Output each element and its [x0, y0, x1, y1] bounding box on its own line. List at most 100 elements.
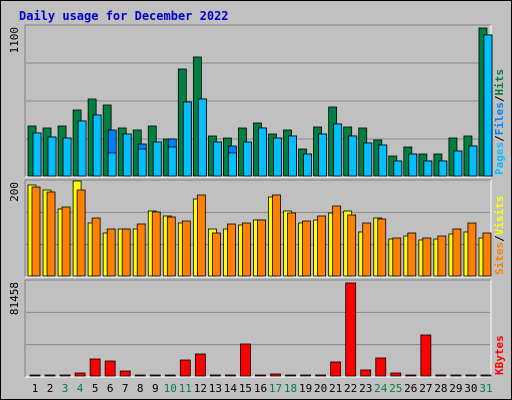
bar-kbytes-day-2	[44, 374, 56, 377]
bar-kbytes-day-13	[209, 374, 221, 377]
bar-sites-day-6	[106, 228, 116, 277]
bar-kbytes-day-9	[149, 374, 161, 377]
bar-kbytes-day-15	[240, 343, 251, 377]
x-axis-day-label: 31	[479, 382, 492, 395]
bar-kbytes-day-21	[330, 361, 342, 377]
x-axis-day-label: 21	[329, 382, 342, 395]
bar-sites-day-20	[317, 215, 327, 277]
x-axis-day-label: 11	[179, 382, 192, 395]
x-axis-day-label: 29	[449, 382, 462, 395]
bar-pages-day-11	[182, 101, 192, 177]
x-axis-day-label: 18	[284, 382, 297, 395]
bar-sites-day-31	[482, 232, 492, 277]
bar-kbytes-day-22	[345, 282, 357, 377]
y-axis-max-label: 81458	[8, 282, 21, 315]
bar-pages-day-10	[167, 146, 177, 177]
bar-pages-day-5	[92, 114, 102, 177]
bar-pages-day-28	[438, 160, 448, 177]
x-axis-day-label: 28	[434, 382, 447, 395]
legend-separator: /	[493, 135, 506, 142]
bar-kbytes-day-23	[360, 369, 372, 377]
bar-sites-day-22	[347, 214, 357, 277]
bar-sites-day-23	[362, 222, 372, 277]
x-axis-day-label: 19	[299, 382, 312, 395]
x-axis-day-label: 10	[164, 382, 177, 395]
bar-pages-day-14	[228, 152, 237, 177]
bar-pages-day-22	[348, 135, 358, 177]
bar-kbytes-day-18	[285, 374, 296, 377]
bar-pages-day-21	[333, 123, 343, 177]
bar-pages-day-4	[77, 120, 87, 177]
bar-pages-day-24	[378, 144, 388, 177]
bar-kbytes-day-3	[59, 374, 71, 377]
x-axis-day-label: 7	[122, 382, 129, 395]
bar-sites-day-13	[211, 232, 221, 277]
bar-kbytes-day-27	[420, 334, 432, 377]
legend-hits: Hits	[493, 69, 506, 96]
x-axis-day-label: 20	[314, 382, 327, 395]
bar-sites-day-21	[332, 205, 342, 277]
x-axis-day-label: 17	[269, 382, 282, 395]
bar-pages-day-12	[197, 98, 207, 177]
bar-pages-day-7	[122, 133, 132, 177]
bar-kbytes-day-1	[29, 374, 41, 377]
bar-sites-day-9	[151, 211, 161, 277]
bar-kbytes-day-11	[179, 359, 191, 377]
legend-pages: Pages	[493, 142, 506, 175]
bar-pages-day-29	[453, 150, 463, 177]
bar-pages-day-1	[32, 132, 42, 177]
x-axis-day-label: 16	[254, 382, 267, 395]
bar-pages-day-17	[273, 137, 282, 177]
x-axis-day-label: 2	[47, 382, 54, 395]
chart-title: Daily usage for December 2022	[19, 9, 229, 23]
panel-hits-files-pages-legend: Pages/Files/Hits	[493, 69, 506, 175]
bar-kbytes-day-28	[435, 374, 447, 377]
bar-kbytes-day-10	[164, 374, 176, 377]
bar-kbytes-day-14	[225, 374, 236, 377]
bar-sites-day-15	[242, 222, 251, 277]
bar-pages-day-30	[468, 145, 478, 177]
bar-pages-day-13	[212, 141, 222, 177]
x-axis-day-label: 26	[404, 382, 417, 395]
x-axis-day-label: 5	[92, 382, 99, 395]
x-axis-day-label: 22	[344, 382, 357, 395]
bar-sites-day-14	[227, 223, 236, 277]
panel-visits-sites-legend: Sites/Visits	[493, 196, 506, 276]
x-axis-day-label: 4	[77, 382, 84, 395]
bar-sites-day-18	[287, 212, 296, 277]
bar-kbytes-day-6	[104, 360, 116, 377]
x-axis-day-label: 6	[107, 382, 114, 395]
bar-sites-day-26	[407, 232, 417, 277]
bar-kbytes-day-29	[450, 374, 462, 377]
bar-pages-day-6	[107, 152, 117, 177]
bar-kbytes-day-25	[390, 372, 402, 377]
legend-sites: Sites	[493, 242, 506, 275]
bar-pages-day-27	[423, 160, 433, 177]
bar-sites-day-24	[377, 218, 387, 277]
bar-kbytes-day-26	[405, 374, 417, 377]
x-axis-day-label: 14	[224, 382, 238, 395]
x-axis-day-label: 1	[32, 382, 39, 395]
bar-sites-day-12	[196, 194, 206, 277]
bar-kbytes-day-30	[465, 374, 477, 377]
bar-sites-day-29	[452, 228, 462, 277]
bar-pages-day-2	[47, 136, 57, 177]
bar-sites-day-27	[422, 237, 432, 277]
bar-sites-day-5	[91, 217, 101, 277]
bar-pages-day-15	[243, 141, 252, 177]
x-axis-day-label: 15	[239, 382, 252, 395]
bar-pages-day-9	[152, 141, 162, 177]
x-axis-day-label: 12	[194, 382, 207, 395]
bar-kbytes-day-4	[74, 372, 86, 377]
bar-pages-day-23	[363, 142, 373, 177]
bar-kbytes-day-17	[270, 373, 281, 377]
bar-pages-day-18	[288, 135, 297, 177]
bar-pages-day-3	[62, 137, 72, 177]
bar-pages-day-16	[258, 127, 267, 177]
x-axis-day-label: 23	[359, 382, 372, 395]
bar-kbytes-day-24	[375, 357, 387, 377]
legend-files: Files	[493, 102, 506, 135]
bar-pages-day-20	[318, 133, 328, 177]
bar-pages-day-8	[137, 148, 147, 177]
